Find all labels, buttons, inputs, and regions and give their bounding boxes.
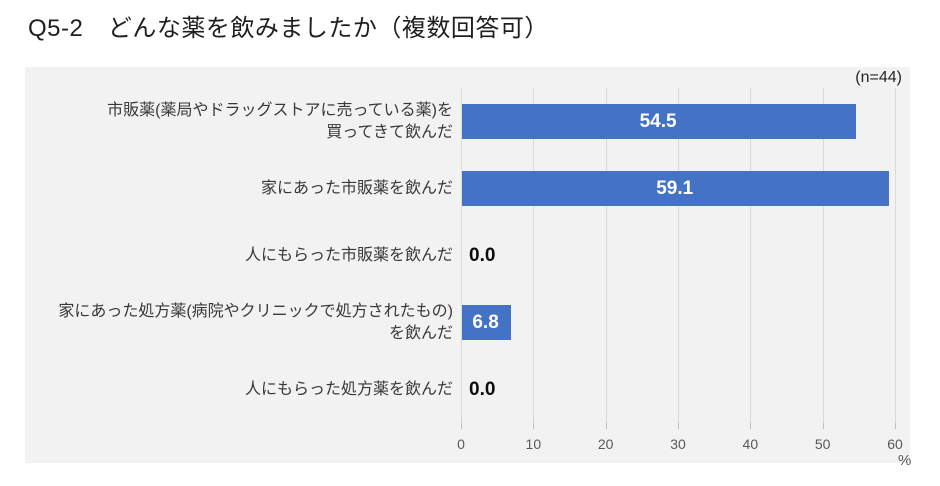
category-axis: 市販薬(薬局やドラッグストアに売っている薬)を 買ってきて飲んだ 家にあった市販… — [33, 88, 453, 423]
bar-row: 0.0 — [461, 356, 895, 423]
tick-mark — [605, 423, 607, 429]
gridline — [461, 88, 462, 429]
gridline — [750, 88, 752, 429]
bar-row: 6.8 — [461, 289, 895, 356]
category-label: 家にあった市販薬を飲んだ — [260, 179, 453, 197]
gridline — [605, 88, 607, 429]
sample-size-label: (n=44) — [855, 69, 902, 86]
value-label: 0.0 — [469, 244, 496, 266]
category-label: 人にもらった市販薬を飲んだ — [244, 246, 453, 264]
tick-mark — [533, 423, 535, 429]
value-label: 6.8 — [472, 311, 499, 333]
axis-tick-label: 40 — [742, 436, 759, 452]
axis-tick-label: 30 — [670, 436, 686, 452]
chart-panel: (n=44) 市販薬(薬局やドラッグストアに売っている薬)を 買ってきて飲んだ … — [25, 67, 911, 469]
bar-row: 0.0 — [461, 222, 895, 289]
tick-mark — [895, 423, 896, 429]
axis-tick-label: 60 — [887, 436, 903, 452]
bar — [462, 305, 512, 340]
value-axis: 0 10 20 30 40 50 60 % — [457, 436, 911, 469]
bar — [462, 104, 857, 139]
gridline — [895, 88, 896, 429]
tick-mark — [678, 423, 679, 429]
axis-tick-label: 20 — [597, 436, 614, 452]
value-label: 0.0 — [469, 378, 496, 400]
axis-tick-label: 10 — [525, 436, 542, 452]
gridline — [822, 88, 824, 429]
tick-mark — [822, 423, 824, 429]
axis-tick-label: 0 — [457, 436, 465, 452]
axis-unit-label: % — [898, 452, 912, 469]
category-label: 市販薬(薬局やドラッグストアに売っている薬)を 買ってきて飲んだ — [107, 101, 453, 141]
category-label: 家にあった処方薬(病院やクリニックで処方されたもの) を飲んだ — [58, 302, 453, 342]
value-label: 59.1 — [656, 177, 694, 199]
chart-title: Q5-2 どんな薬を飲みましたか（複数回答可） — [28, 15, 549, 42]
category-label: 人にもらった処方薬を飲んだ — [244, 380, 453, 398]
tick-mark — [461, 423, 462, 429]
value-label: 54.5 — [639, 110, 677, 132]
gridline — [533, 88, 535, 429]
bar-row: 59.1 — [461, 155, 895, 222]
plot-area: 54.5 59.1 0.0 6.8 0.0 — [461, 88, 896, 429]
bar — [462, 171, 890, 206]
tick-mark — [750, 423, 752, 429]
gridline — [678, 88, 679, 429]
axis-tick-label: 50 — [814, 436, 831, 452]
bar-row: 54.5 — [461, 88, 895, 155]
